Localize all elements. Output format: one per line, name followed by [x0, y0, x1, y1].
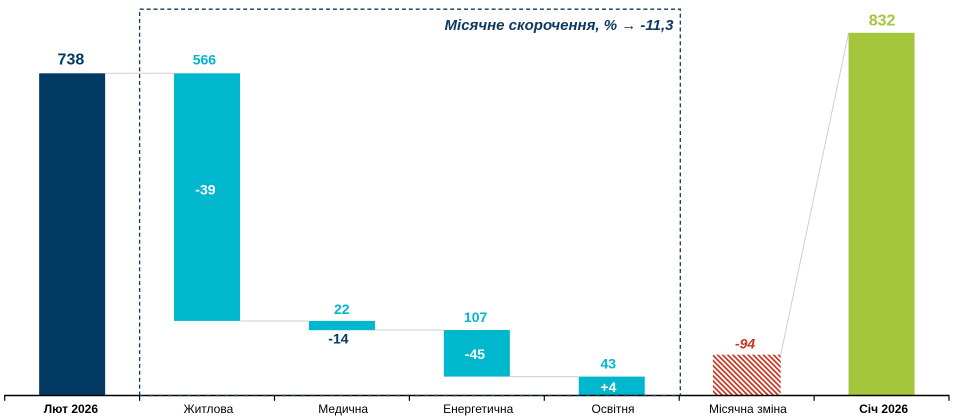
svg-text:22: 22 [334, 301, 350, 317]
svg-text:107: 107 [464, 309, 488, 325]
svg-text:Медична: Медична [318, 402, 368, 416]
svg-text:Січ 2026: Січ 2026 [859, 402, 908, 416]
svg-text:Освітня: Освітня [592, 402, 635, 416]
svg-text:-94: -94 [735, 336, 755, 352]
svg-text:-39: -39 [195, 181, 215, 197]
svg-text:Житлова: Житлова [184, 402, 234, 416]
svg-text:738: 738 [58, 52, 85, 69]
svg-text:-45: -45 [465, 346, 485, 362]
svg-text:832: 832 [869, 12, 896, 29]
svg-text:566: 566 [193, 51, 217, 67]
svg-text:Лют 2026: Лют 2026 [44, 402, 99, 416]
svg-text:Місячне скорочення, % → -11,3: Місячне скорочення, % → -11,3 [445, 17, 675, 34]
svg-text:-14: -14 [328, 330, 348, 346]
svg-text:Енергетична: Енергетична [443, 402, 513, 416]
svg-text:Місячна зміна: Місячна зміна [709, 402, 787, 416]
svg-text:+4: +4 [600, 379, 616, 395]
svg-text:43: 43 [601, 355, 617, 371]
